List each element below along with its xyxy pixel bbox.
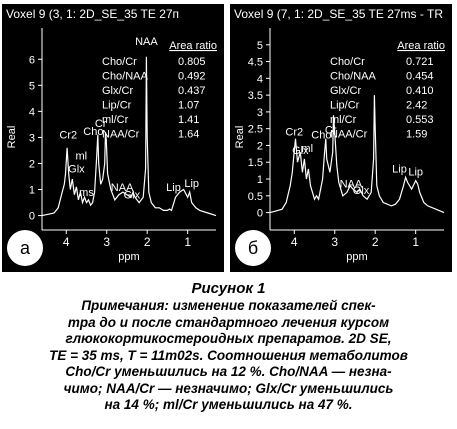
spectrum-panel-a: 0 1 2 3 4 5 6 4 3 2 1 ppm Real NAA Cr2 ml Glx Cho Cr ms NAA G… — [2, 4, 224, 272]
x-axis-label: ppm — [346, 251, 367, 263]
y-tick-label: 5 — [29, 80, 35, 92]
caption-line: тра до и после стандартного лечения курс… — [67, 314, 390, 330]
ratio-name: Lip/Cr — [330, 100, 360, 112]
ratio-value: 0.721 — [406, 56, 434, 68]
caption-line: Cho/Cr уменьшились на 12 %. Cho/NAA — не… — [65, 364, 392, 379]
ratio-name: ml/Cr — [330, 114, 357, 126]
y-tick-label: 3.5 — [248, 90, 263, 102]
ratio-value: 0.454 — [406, 71, 434, 83]
peak-label: Glx — [68, 164, 85, 176]
figure-title: Рисунок 1 — [191, 280, 266, 297]
y-tick-label: 1 — [29, 185, 35, 197]
x-tick-label: 1 — [412, 235, 419, 249]
y-axis-label: Real — [6, 126, 18, 149]
y-tick-label: 1.5 — [248, 157, 263, 169]
spectrum-line — [269, 95, 445, 214]
x-tick-label: 1 — [184, 235, 191, 249]
spectrum-panel-b: 0 0.5 1 1.5 2 2.5 3 3.5 4 4.5 5 4 3 2 1 ppm Real Cr2 Glx ml… — [230, 4, 452, 272]
caption-line: на 14 %; ml/Cr уменьшились на 47 %. — [104, 397, 353, 412]
y-tick-label: 2 — [29, 158, 35, 170]
peak-label: Cho — [311, 130, 331, 142]
peak-label: Lip — [392, 163, 407, 175]
y-tick-label: 5 — [257, 40, 263, 52]
peak-label: ml — [301, 143, 313, 155]
ratio-table-header: Area ratio — [169, 40, 217, 52]
y-tick-label: 2 — [257, 140, 263, 152]
x-tick-label: 2 — [144, 235, 151, 249]
caption-line: TE = 35 ms, T = 11m02s. Соотношения мета… — [49, 347, 408, 363]
x-tick-label: 2 — [372, 235, 379, 249]
y-axis-label: Real — [234, 126, 246, 149]
peak-label: Glx — [353, 185, 370, 197]
y-tick-label: 3 — [257, 107, 263, 119]
y-tick-label: 0 — [29, 211, 35, 223]
ratio-name: Cho/Cr — [330, 56, 365, 68]
peak-label: NAA — [340, 178, 363, 190]
spectrum-line — [41, 56, 217, 217]
y-tick-label: 0.5 — [248, 191, 263, 203]
y-tick-label: 4.5 — [248, 57, 263, 69]
x-tick-label: 3 — [103, 235, 110, 249]
x-tick-label: 3 — [331, 235, 338, 249]
ratio-value: 1.07 — [178, 100, 199, 112]
ratio-name: Lip/Cr — [102, 100, 132, 112]
ratio-value: 0.805 — [178, 56, 206, 68]
y-tick-label: 0 — [257, 208, 263, 220]
caption-line: чимо; NAA/Cr — незначимо; Glx/Cr уменьши… — [63, 380, 394, 396]
peak-label: Glx — [124, 190, 141, 202]
ratio-name: Cho/Cr — [102, 56, 137, 68]
peak-label: Cr2 — [285, 126, 303, 138]
peak-label: Cr — [325, 125, 337, 137]
ratio-value: 2.42 — [406, 100, 427, 112]
ratio-table-header: Area ratio — [397, 40, 445, 52]
ratio-value: 1.64 — [178, 129, 199, 141]
peak-label: ml — [75, 151, 87, 163]
panel-label-a: а — [7, 230, 43, 266]
y-tick-label: 6 — [29, 54, 35, 66]
ratio-value: 0.553 — [406, 114, 434, 126]
peak-label: Lip — [184, 178, 199, 190]
peak-label: Lip — [408, 167, 423, 179]
peak-label: NAA — [111, 182, 134, 194]
ratio-name: Cho/NAA — [330, 71, 377, 83]
plot-title-b: Voxel 9 (7, 1: 2D_SE_35 TE 27ms - TR — [234, 7, 443, 21]
caption-line: Примечания: изменение показателей спек- — [81, 298, 376, 313]
x-tick-label: 4 — [63, 235, 70, 249]
caption-line: глюкокортикостероидных препаратов. 2D SE… — [65, 331, 392, 346]
peak-label: Cr2 — [59, 130, 77, 142]
plot-title-a: Voxel 9 (3, 1: 2D_SE_35 TE 27п — [6, 7, 180, 21]
y-tick-label: 3 — [29, 132, 35, 144]
peak-label: Glx — [292, 145, 309, 157]
panel-label-b: б — [235, 230, 271, 266]
ratio-value: 0.492 — [178, 71, 206, 83]
x-axis-label: ppm — [118, 251, 139, 263]
x-tick-label: 4 — [291, 235, 298, 249]
y-tick-label: 2.5 — [248, 124, 263, 136]
ratio-name: Cho/NAA — [102, 71, 149, 83]
peak-label: NAA — [135, 36, 158, 48]
y-tick-label: 1 — [257, 174, 263, 186]
figure-caption: Примечания: изменение показателей спек- … — [6, 298, 451, 414]
ratio-value: 0.437 — [178, 85, 206, 97]
ratio-value: 1.59 — [406, 129, 427, 141]
ratio-name: NAA/Cr — [102, 129, 140, 141]
ratio-name: ml/Cr — [102, 114, 129, 126]
peak-label: Cho — [83, 126, 103, 138]
ratio-value: 0.410 — [406, 85, 434, 97]
ratio-value: 1.41 — [178, 114, 199, 126]
peak-label: ms — [79, 187, 94, 199]
peak-label: Cr — [95, 118, 107, 130]
y-tick-label: 4 — [257, 73, 263, 85]
y-tick-label: 4 — [29, 106, 35, 118]
ratio-name: Glx/Cr — [102, 85, 134, 97]
ratio-name: Glx/Cr — [330, 85, 362, 97]
peak-label: Lip — [166, 182, 181, 194]
ratio-name: NAA/Cr — [330, 129, 368, 141]
